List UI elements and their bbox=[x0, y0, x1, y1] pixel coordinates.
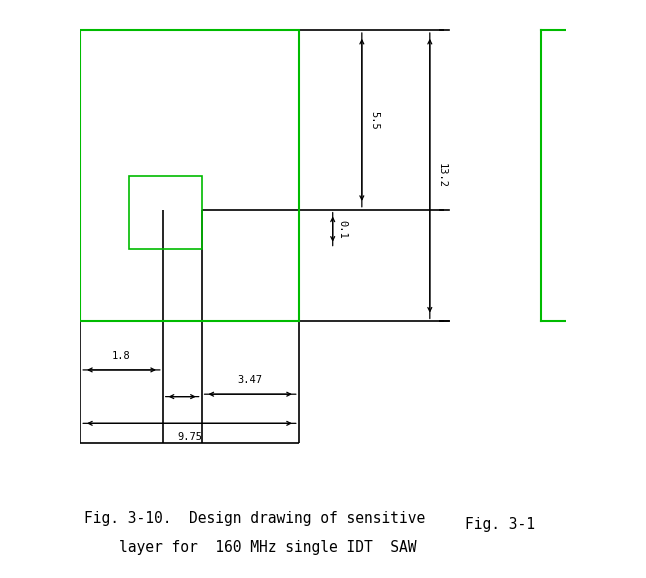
Bar bbox=[129, 176, 202, 249]
Text: 13.2: 13.2 bbox=[437, 163, 447, 188]
Text: Fig. 3-1: Fig. 3-1 bbox=[465, 517, 535, 532]
Bar bbox=[80, 30, 298, 321]
Text: 5.5: 5.5 bbox=[369, 110, 379, 129]
Text: 1.8: 1.8 bbox=[112, 351, 131, 361]
Text: 0.1: 0.1 bbox=[338, 220, 348, 239]
Text: 9.75: 9.75 bbox=[177, 432, 202, 442]
Text: Fig. 3-10.  Design drawing of sensitive: Fig. 3-10. Design drawing of sensitive bbox=[84, 511, 425, 526]
Text: 3.47: 3.47 bbox=[238, 376, 263, 386]
Text: layer for  160 MHz single IDT  SAW: layer for 160 MHz single IDT SAW bbox=[84, 540, 417, 555]
